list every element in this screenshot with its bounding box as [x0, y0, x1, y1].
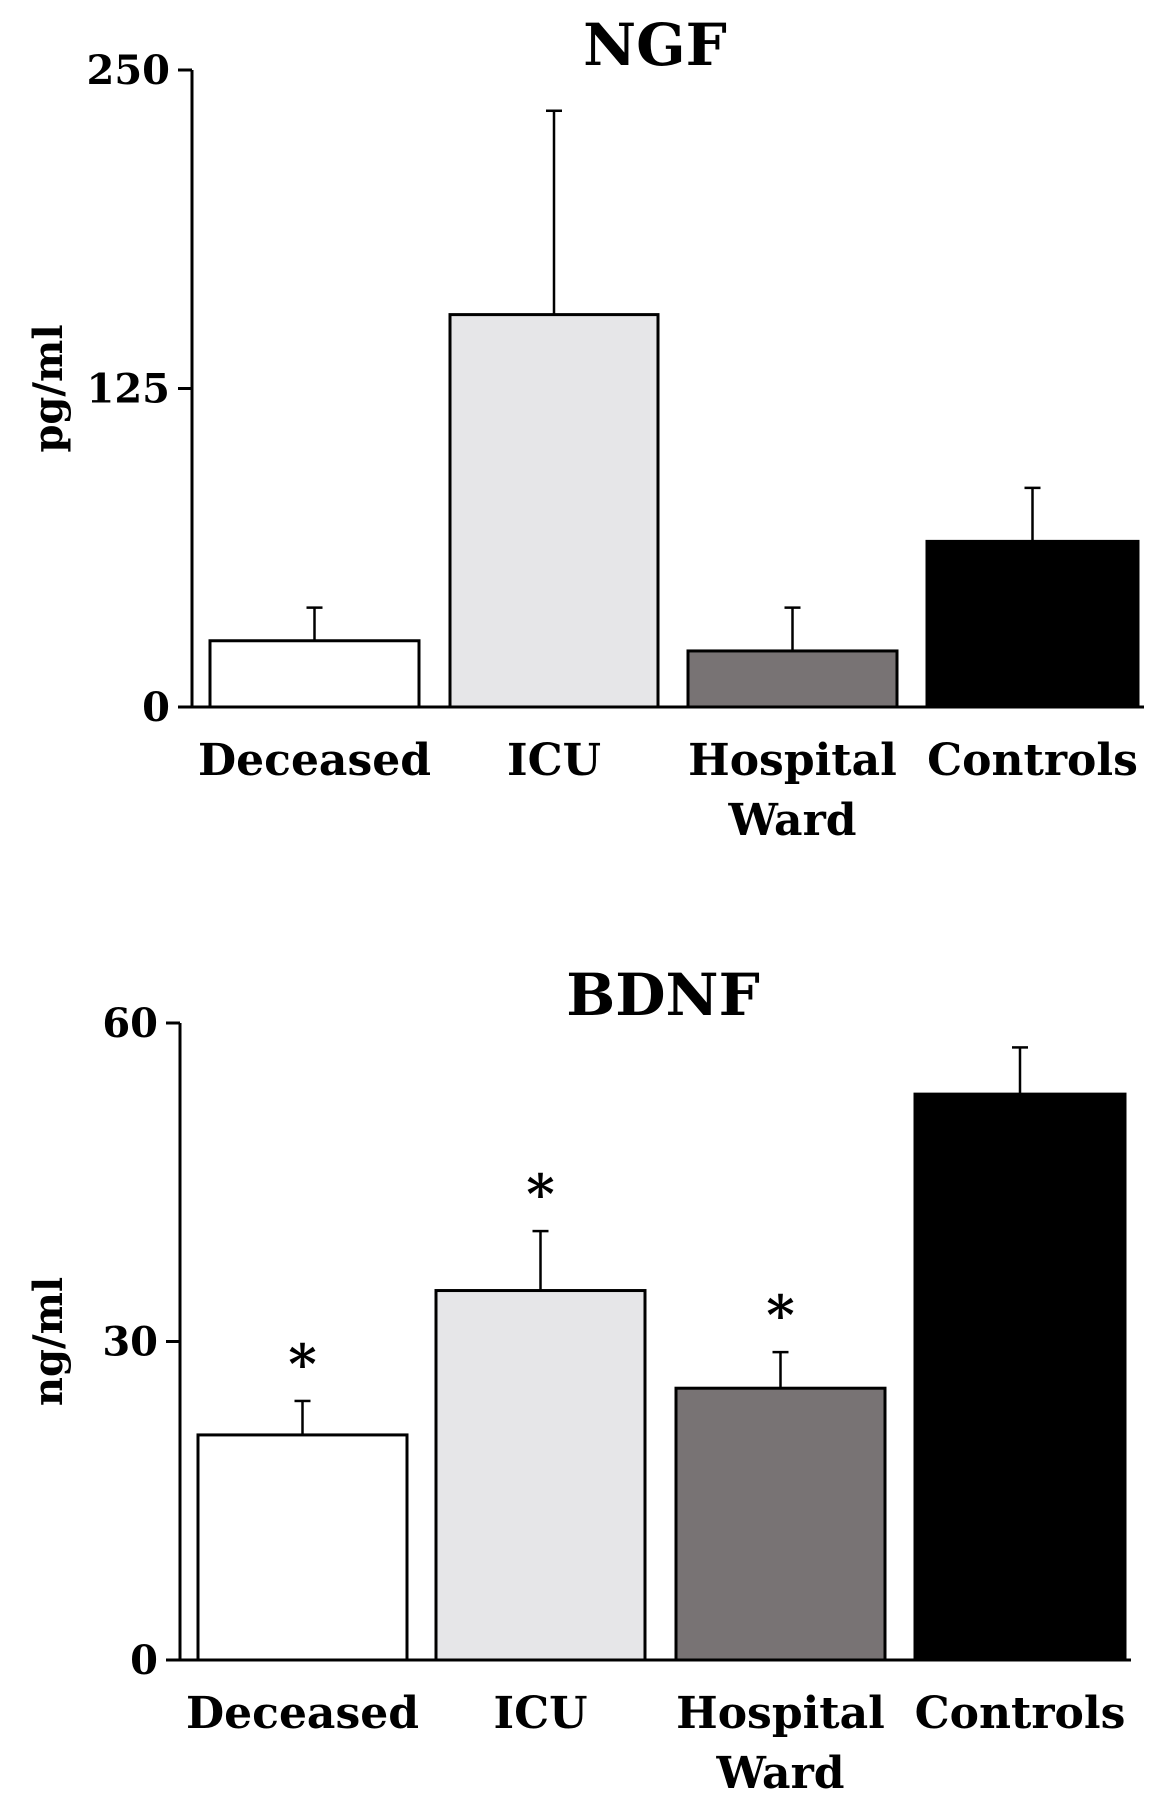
y-tick-label: 30 — [102, 1319, 158, 1366]
x-category-label: Controls — [927, 735, 1138, 786]
x-category-label: Hospital — [676, 1688, 885, 1739]
bar — [434, 1289, 647, 1662]
significance-marker: * — [766, 1283, 794, 1347]
ngf-chart: NGF pg/ml 0 125 250 Deceased ICU Hospital Ward Co… — [25, 11, 1144, 846]
y-axis-label: pg/ml — [25, 324, 72, 452]
bar — [448, 313, 660, 709]
bar — [925, 539, 1140, 709]
x-category-label: ICU — [507, 735, 601, 786]
y-axis-label: ng/ml — [25, 1277, 72, 1406]
x-category-label: Deceased — [198, 735, 431, 786]
y-tick-label: 60 — [102, 1000, 158, 1047]
chart-title: BDNF — [566, 961, 760, 1029]
significance-marker: * — [288, 1332, 316, 1396]
bar — [913, 1092, 1127, 1662]
x-category-label: Ward — [715, 1748, 844, 1799]
bar — [674, 1386, 887, 1662]
y-tick-label: 0 — [142, 684, 170, 731]
bdnf-chart: BDNF ng/ml 0 30 60 * Deceased * ICU * Hospital Ward… — [25, 961, 1131, 1799]
bar — [196, 1433, 409, 1662]
x-category-label: ICU — [494, 1688, 588, 1739]
significance-marker: * — [526, 1162, 554, 1226]
y-tick-label: 125 — [87, 366, 171, 413]
bar — [208, 639, 421, 709]
x-category-label: Controls — [915, 1688, 1126, 1739]
x-category-label: Deceased — [186, 1688, 419, 1739]
bar — [686, 649, 899, 709]
x-category-label: Ward — [727, 795, 856, 846]
chart-title: NGF — [583, 11, 727, 79]
y-tick-label: 250 — [87, 47, 171, 94]
x-category-label: Hospital — [688, 735, 897, 786]
y-tick-label: 0 — [130, 1637, 158, 1684]
